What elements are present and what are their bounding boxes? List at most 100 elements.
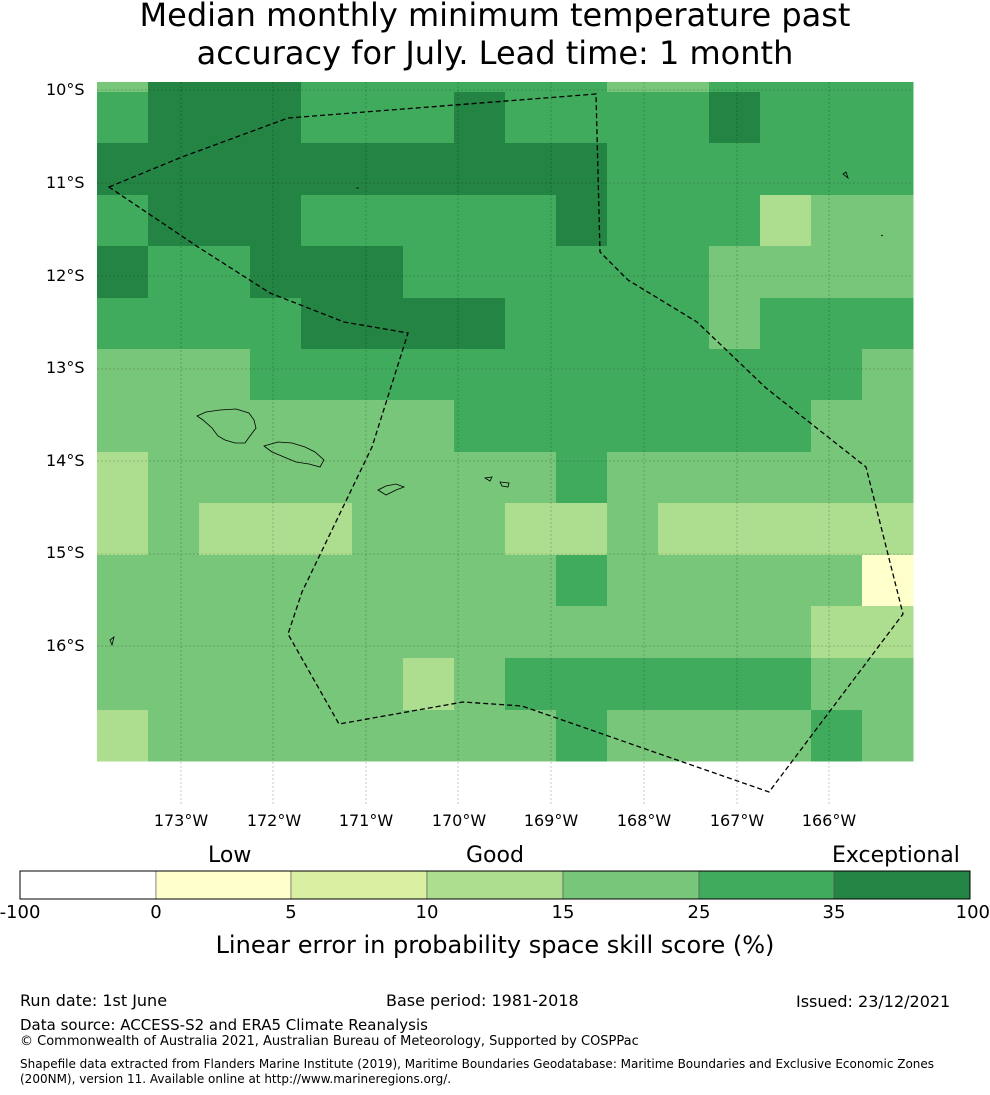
grid-cell-r11-c0: [97, 606, 149, 659]
island-upolu: [263, 441, 325, 468]
grid-cell-r12-c11: [658, 658, 710, 711]
base-period: Base period: 1981-2018: [386, 991, 579, 1010]
grid-cell-r1-c10: [607, 92, 659, 144]
grid-cell-r5-c2: [199, 298, 251, 350]
grid-cell-r12-c0: [97, 658, 149, 711]
island-rose: [880, 234, 884, 237]
grid-cell-r1-c1: [148, 92, 200, 144]
grid-cell-r3-c2: [199, 195, 251, 247]
grid-cell-r6-c0: [97, 349, 149, 401]
copyright: © Commonwealth of Australia 2021, Austra…: [20, 1034, 639, 1049]
colorbar-segment-4: [562, 870, 700, 900]
lat-label-15s: 15°S: [46, 543, 85, 562]
lon-label-169w: 169°W: [523, 811, 579, 830]
grid-cell-r11-c1: [148, 606, 200, 659]
grid-cell-r2-c6: [403, 143, 455, 196]
map-title: Median monthly minimum temperature past …: [0, 0, 990, 72]
grid-cell-r8-c14: [811, 452, 863, 504]
grid-cell-r0-c6: [403, 82, 455, 93]
grid-cell-r7-c6: [403, 400, 455, 453]
grid-cell-r8-c5: [352, 452, 404, 504]
grid-cell-r8-c10: [607, 452, 659, 504]
grid-cell-r4-c5: [352, 246, 404, 299]
grid-cell-r8-c0: [97, 452, 149, 504]
grid-cell-r4-c13: [760, 246, 812, 299]
grid-cell-r6-c3: [250, 349, 302, 401]
lon-label-173w: 173°W: [153, 811, 209, 830]
run-date: Run date: 1st June: [20, 991, 168, 1010]
colorbar-segment-0: [19, 870, 157, 900]
grid-cell-r9-c4: [301, 503, 353, 556]
grid-cell-r7-c4: [301, 400, 353, 453]
grid-cell-r4-c12: [709, 246, 761, 299]
grid-cell-r8-c8: [505, 452, 557, 504]
grid-cell-r6-c12: [709, 349, 761, 401]
grid-cell-r11-c8: [505, 606, 557, 659]
grid-cell-r12-c13: [760, 658, 812, 711]
colorbar-outline: [19, 870, 971, 900]
grid-cell-r0-c12: [709, 82, 761, 93]
colorbar-category-good: Good: [466, 843, 524, 868]
grid-cell-r8-c12: [709, 452, 761, 504]
grid-cell-r11-c15: [862, 606, 914, 659]
colorbar-tick-0: 0: [150, 902, 162, 923]
grid-cell-r5-c15: [862, 298, 914, 350]
grid-cell-r6-c4: [301, 349, 353, 401]
grid-cell-r2-c13: [760, 143, 812, 196]
grid-cell-r13-c10: [607, 710, 659, 762]
grid-cell-r10-c14: [811, 555, 863, 607]
grid-cell-r11-c4: [301, 606, 353, 659]
grid-cell-r13-c2: [199, 710, 251, 762]
grid-cell-r10-c4: [301, 555, 353, 607]
grid-cell-r13-c14: [811, 710, 863, 762]
grid-cell-r3-c14: [811, 195, 863, 247]
grid-cell-r2-c14: [811, 143, 863, 196]
grid-cell-r9-c9: [556, 503, 608, 556]
grid-cell-r5-c4: [301, 298, 353, 350]
grid-cell-r9-c11: [658, 503, 710, 556]
colorbar-category-low: Low: [208, 843, 252, 868]
grid-cell-r9-c14: [811, 503, 863, 556]
coastlines: [109, 171, 884, 647]
grid-cell-r10-c2: [199, 555, 251, 607]
grid-cell-r3-c10: [607, 195, 659, 247]
grid-cell-r7-c9: [556, 400, 608, 453]
grid-cell-r4-c8: [505, 246, 557, 299]
grid-cell-r5-c5: [352, 298, 404, 350]
grid-cell-r3-c0: [97, 195, 149, 247]
grid-cell-r2-c1: [148, 143, 200, 196]
grid-cell-r6-c1: [148, 349, 200, 401]
grid-cell-r1-c15: [862, 92, 914, 144]
grid-cell-r12-c8: [505, 658, 557, 711]
grid-cell-r2-c10: [607, 143, 659, 196]
grid-cell-r0-c15: [862, 82, 914, 93]
grid-cell-r9-c1: [148, 503, 200, 556]
grid-cell-r6-c6: [403, 349, 455, 401]
grid-cell-r4-c4: [301, 246, 353, 299]
grid-cell-r0-c10: [607, 82, 659, 93]
colorbar-tick--100: -100: [0, 902, 41, 923]
grid-cell-r8-c13: [760, 452, 812, 504]
grid-cell-r2-c15: [862, 143, 914, 196]
colorbar-segment-1: [155, 870, 292, 900]
grid-cell-r8-c2: [199, 452, 251, 504]
lon-label-171w: 171°W: [338, 811, 394, 830]
grid-cell-r5-c14: [811, 298, 863, 350]
grid-cell-r3-c6: [403, 195, 455, 247]
grid-cell-r10-c5: [352, 555, 404, 607]
grid-cell-r7-c12: [709, 400, 761, 453]
colorbar-segment-6: [833, 870, 971, 900]
island-north-east: [842, 171, 849, 180]
grid-cell-r11-c11: [658, 606, 710, 659]
grid-cell-r12-c6: [403, 658, 455, 711]
grid-cell-r9-c3: [250, 503, 302, 556]
grid-cell-r0-c3: [250, 82, 302, 93]
grid-cell-r11-c2: [199, 606, 251, 659]
issued-date: Issued: 23/12/2021: [796, 992, 951, 1011]
grid-cell-r3-c13: [760, 195, 812, 247]
grid-cell-r12-c2: [199, 658, 251, 711]
lon-label-168w: 168°W: [616, 811, 672, 830]
grid-cell-r0-c7: [454, 82, 506, 93]
island-tutuila: [377, 483, 406, 496]
